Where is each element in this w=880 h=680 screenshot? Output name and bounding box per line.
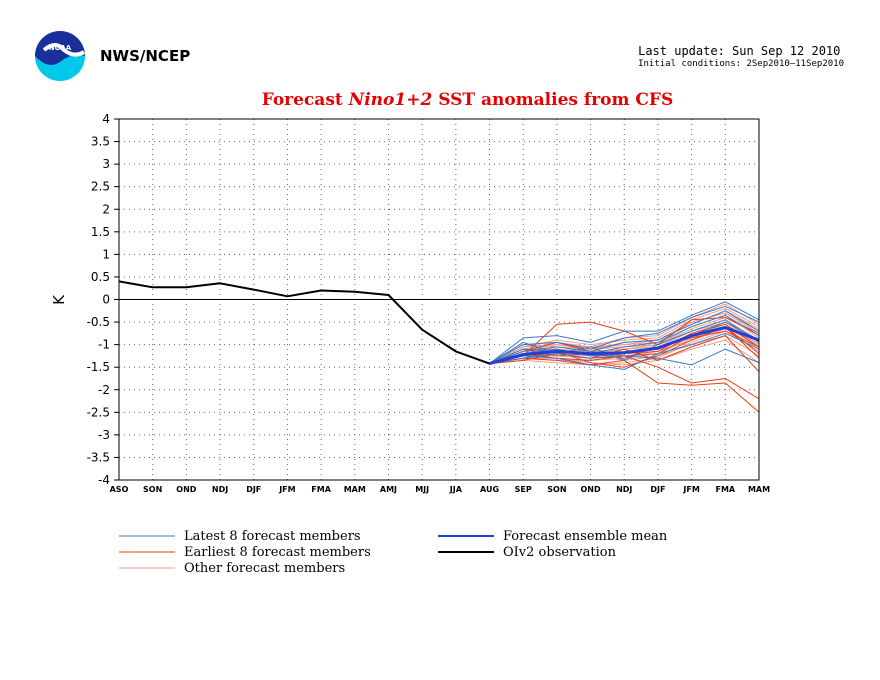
- y-tick-labels: 4 3.5 3 2.5 2 1.5 1 0.5 0 -0.5 -1 -1.5 -2 -2.5 -3 -3.5 -…: [87, 112, 119, 487]
- other-member-line: [489, 330, 760, 366]
- legend-label-other: Other forecast members: [184, 560, 346, 576]
- last-update-text: Last update: Sun Sep 12 2010: [638, 44, 841, 58]
- title-region: Nino1+2: [348, 90, 433, 110]
- y-tick-label: 0: [102, 293, 110, 307]
- y-tick-label: 1: [102, 247, 110, 261]
- svg-text:NOAA: NOAA: [49, 44, 72, 52]
- x-tick-label: SON: [547, 485, 566, 494]
- y-tick-label: 4: [102, 112, 110, 126]
- agency-name: NWS/NCEP: [100, 47, 191, 65]
- legend-label-mean: Forecast ensemble mean: [503, 528, 668, 544]
- forecast-members: [489, 301, 760, 413]
- x-tick-label: OND: [176, 485, 196, 494]
- legend-item-earliest: Earliest 8 forecast members: [184, 544, 371, 560]
- legend-label-latest: Latest 8 forecast members: [184, 528, 361, 544]
- x-tick-label: JFM: [278, 485, 295, 494]
- legend-swatches: [119, 535, 494, 569]
- x-tick-label: NDJ: [212, 485, 228, 494]
- x-tick-label: JFM: [682, 485, 699, 494]
- chart-title: Forecast Nino1+2 SST anomalies from CFS: [0, 90, 880, 110]
- legend-item-latest: Latest 8 forecast members: [184, 528, 361, 544]
- earliest-member-line: [489, 330, 760, 365]
- y-tick-label: 3.5: [91, 135, 110, 149]
- latest-member-line: [489, 305, 760, 365]
- x-tick-label: AMJ: [380, 485, 397, 494]
- y-tick-label: -0.5: [87, 315, 110, 329]
- observation-layer: [118, 280, 490, 365]
- legend-label-observation: OIv2 observation: [503, 544, 616, 560]
- x-tick-label: FMA: [311, 485, 331, 494]
- y-tick-label: 1.5: [91, 225, 110, 239]
- x-tick-label: JJA: [449, 485, 463, 494]
- y-tick-label: 2: [102, 202, 110, 216]
- legend-item-mean: Forecast ensemble mean: [503, 528, 667, 544]
- latest-member-line: [489, 319, 760, 365]
- y-tick-label: 0.5: [91, 270, 110, 284]
- x-tick-label: MJJ: [415, 485, 429, 494]
- y-tick-label: -2.5: [87, 405, 110, 419]
- title-suffix: SST anomalies from CFS: [432, 90, 674, 110]
- latest-member-line: [489, 348, 760, 366]
- latest-member-line: [489, 301, 760, 364]
- x-tick-label: SEP: [515, 485, 532, 494]
- x-tick-label: DJF: [246, 485, 261, 494]
- title-prefix: Forecast: [261, 90, 349, 110]
- x-tick-label: NDJ: [616, 485, 632, 494]
- ensemble-mean-layer: [489, 326, 760, 366]
- y-tick-label: -4: [98, 473, 110, 487]
- y-axis-label: K: [50, 294, 68, 305]
- y-tick-label: -3.5: [87, 450, 110, 464]
- observation-line: [118, 280, 490, 365]
- x-tick-label: AUG: [480, 485, 499, 494]
- x-tick-label: OND: [581, 485, 601, 494]
- ensemble-mean-line: [489, 326, 760, 366]
- update-info: Last update: Sun Sep 12 2010 Initial con…: [638, 44, 844, 69]
- y-tick-label: -1.5: [87, 360, 110, 374]
- x-tick-label: MAM: [344, 485, 366, 494]
- legend-item-observation: OIv2 observation: [503, 544, 616, 560]
- y-tick-label: -3: [98, 428, 110, 442]
- x-tick-label: SON: [143, 485, 162, 494]
- x-tick-label: FMA: [716, 485, 736, 494]
- other-member-line: [489, 308, 760, 365]
- x-tick-labels: ASO SON OND NDJ DJF JFM FMA MAM AMJ MJJ JJA AUG SEP S…: [110, 485, 770, 494]
- y-tick-label: -1: [98, 338, 110, 352]
- legend-item-other: Other forecast members: [184, 560, 345, 576]
- noaa-logo: NOAA: [35, 31, 86, 81]
- initial-conditions-text: Initial conditions: 2Sep2010–11Sep2010: [638, 59, 844, 69]
- y-tick-label: 3: [102, 157, 110, 171]
- x-tick-label: MAM: [748, 485, 770, 494]
- latest-member-line: [489, 310, 760, 365]
- x-tick-label: ASO: [110, 485, 129, 494]
- y-tick-label: -2: [98, 383, 110, 397]
- earliest-member-line: [489, 335, 760, 373]
- legend-label-earliest: Earliest 8 forecast members: [184, 544, 371, 560]
- x-tick-label: DJF: [650, 485, 665, 494]
- y-tick-label: 2.5: [91, 180, 110, 194]
